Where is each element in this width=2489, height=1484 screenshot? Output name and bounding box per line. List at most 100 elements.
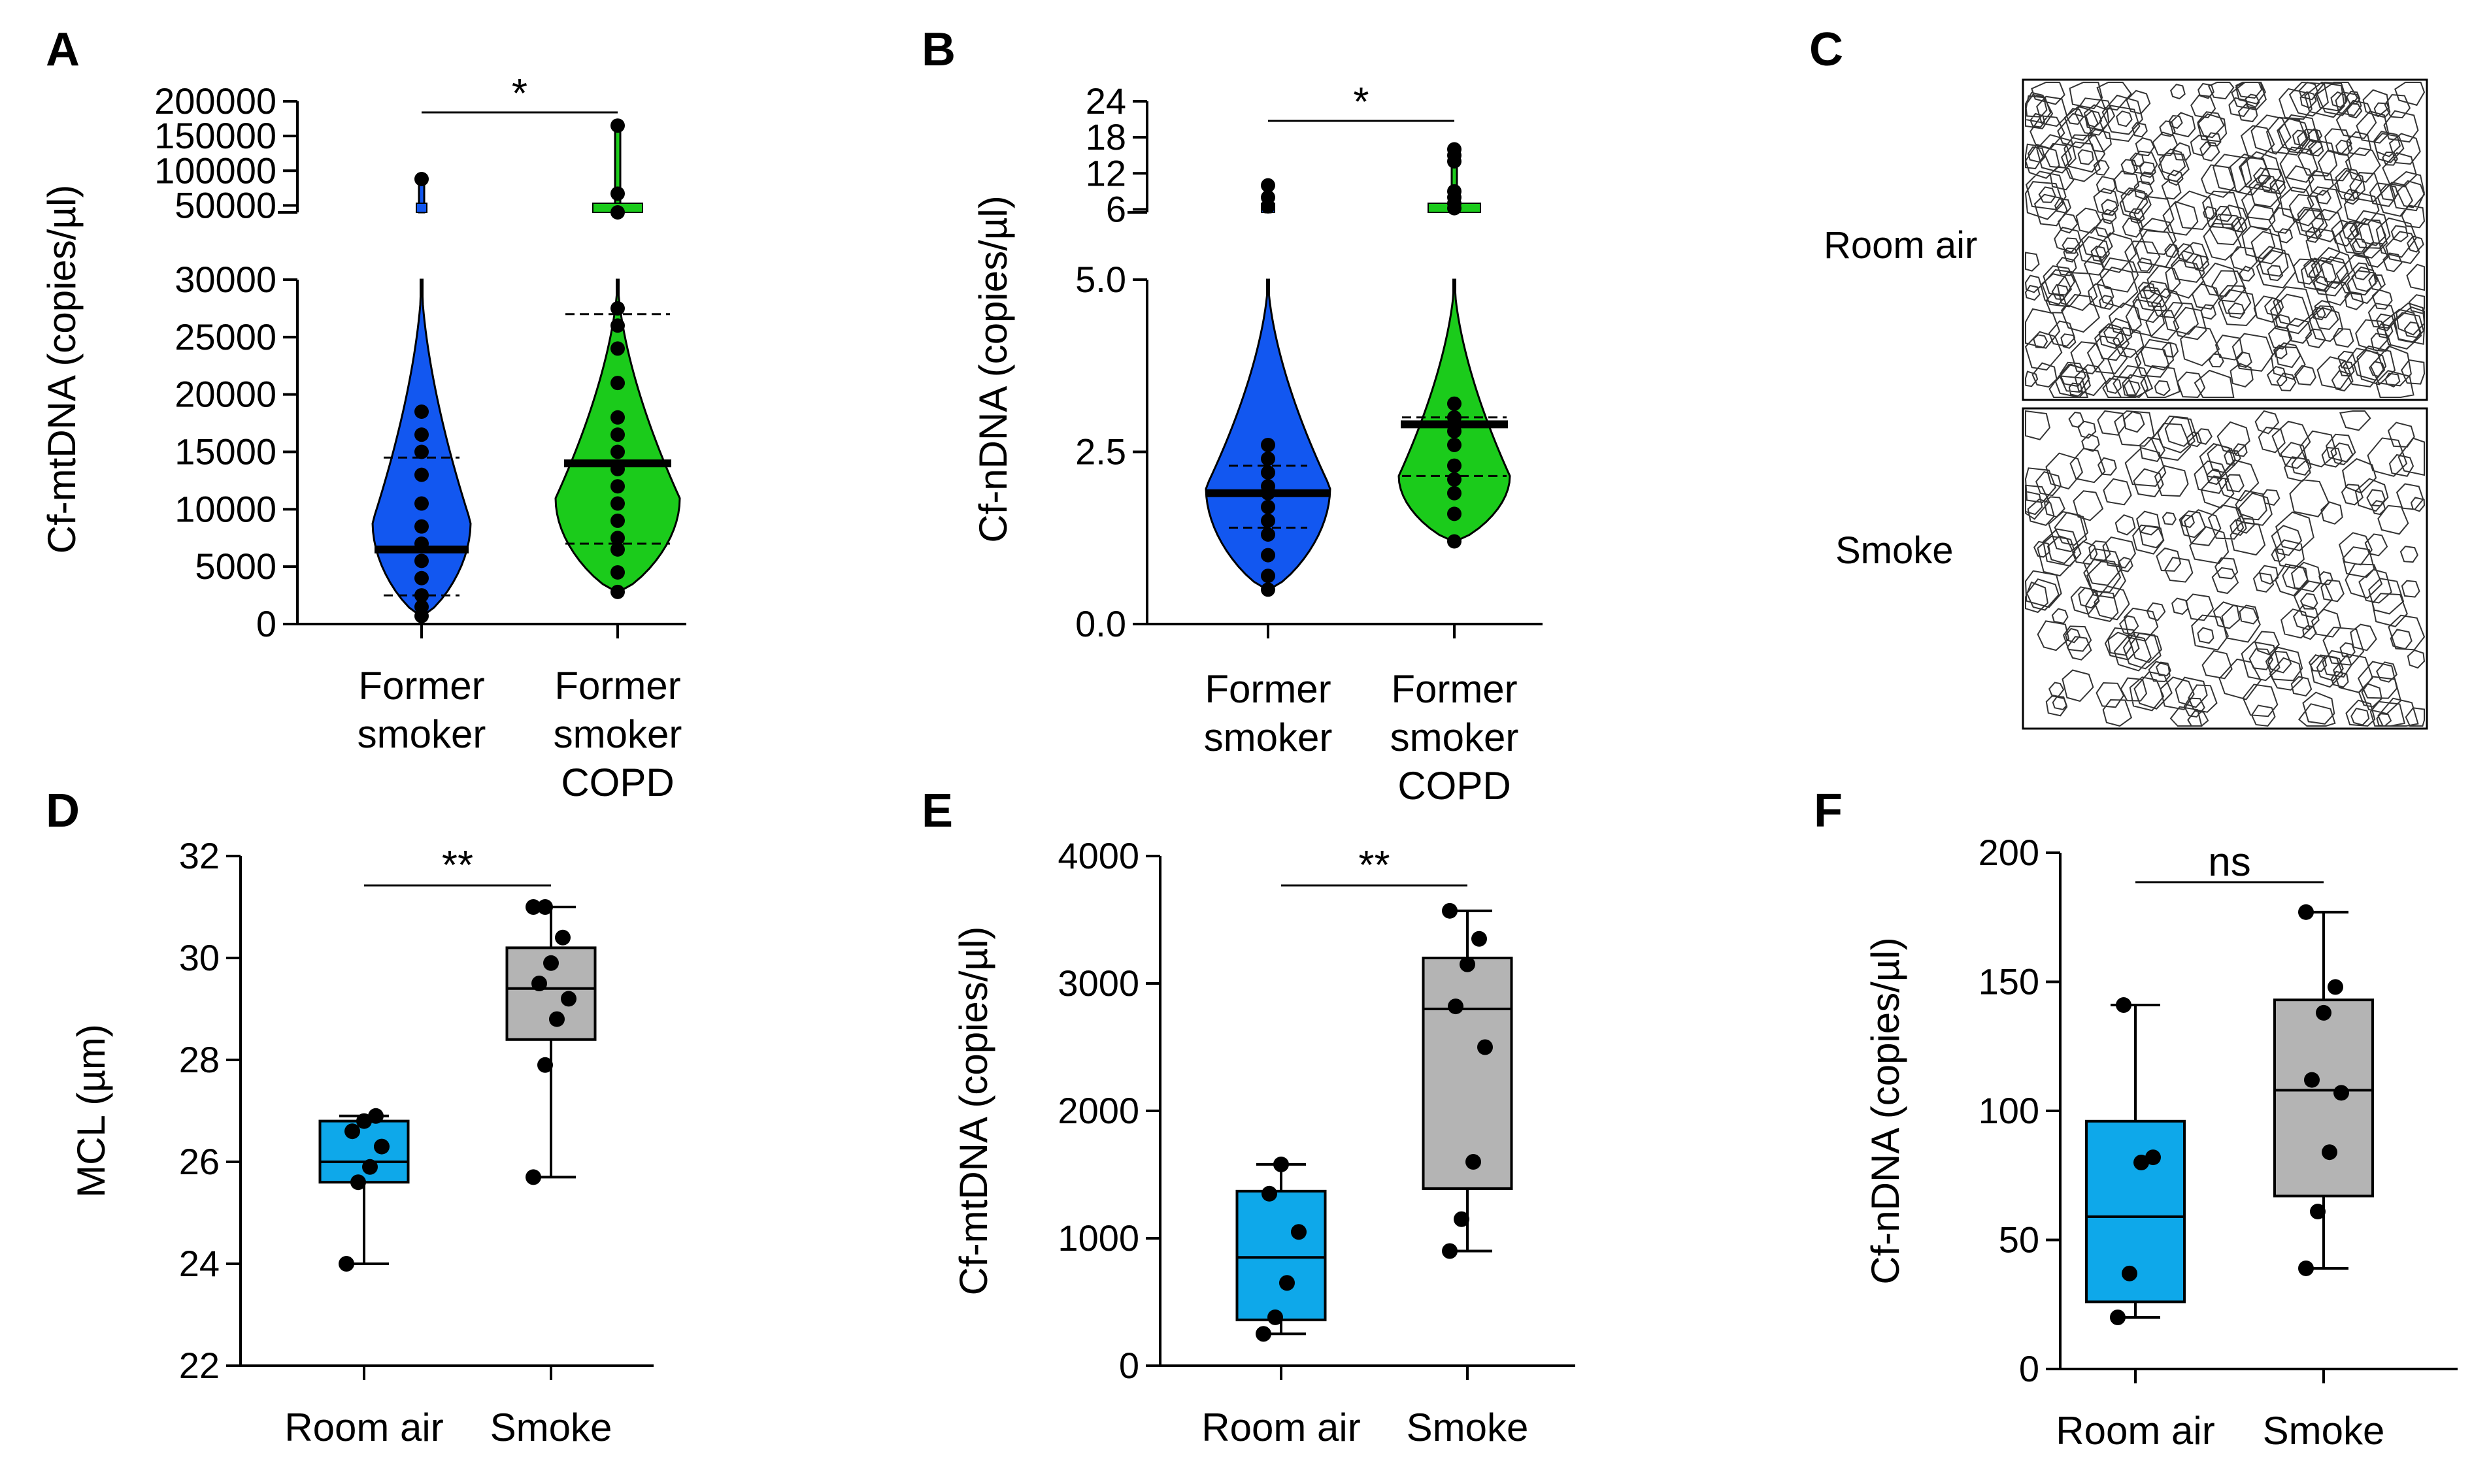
x-category-label-line-2: COPD (561, 761, 674, 804)
panel-f-box-chart: 0 50 100 150 200 Cf-nDNA (copies/µl) Room air S… (1863, 832, 2458, 1453)
y-tick-label: 200 (1979, 832, 2039, 873)
data-point (1279, 1275, 1295, 1291)
y-tick-label: 24 (179, 1243, 220, 1284)
x-category-label-line-1: smoker (1390, 716, 1519, 759)
y-tick-label: 28 (179, 1039, 220, 1080)
x-category-label-line-2: COPD (1397, 764, 1511, 808)
data-point (526, 1169, 541, 1185)
data-point (1267, 1309, 1283, 1325)
data-point (610, 427, 625, 442)
y-tick-label: 26 (179, 1141, 220, 1182)
data-point (2328, 979, 2343, 995)
x-category-label: Former smoker COPD (554, 664, 682, 804)
data-point (2310, 1204, 2326, 1220)
panel-e-box-chart: 0 1000 2000 3000 4000 Cf-mtDNA (copies/µl) Roo… (952, 835, 1575, 1449)
data-point (1261, 190, 1275, 205)
data-point (1261, 452, 1275, 467)
data-point (1256, 1326, 1271, 1342)
data-point (414, 467, 429, 482)
y-axis-title: Cf-nDNA (copies/µl) (971, 195, 1015, 542)
data-point (1442, 902, 1458, 919)
data-point (414, 588, 429, 603)
data-point (610, 513, 625, 528)
y-tick-label: 24 (1086, 80, 1126, 122)
y-axis-title: Cf-mtDNA (copies/µl) (952, 927, 995, 1296)
data-point (610, 318, 625, 333)
y-tick-label: 50 (1999, 1219, 2039, 1261)
data-point (610, 496, 625, 511)
y-tick-label: 150000 (154, 115, 276, 156)
data-point (414, 427, 429, 442)
significance-label: ** (1358, 843, 1390, 888)
data-point (1261, 479, 1275, 494)
data-point (2145, 1149, 2161, 1166)
data-point (1442, 1243, 1458, 1259)
data-point (543, 955, 559, 971)
data-point (1447, 142, 1462, 157)
data-point (374, 1138, 390, 1155)
data-point (610, 301, 625, 316)
x-category-label: Smoke (1407, 1406, 1529, 1449)
significance-label: ** (442, 843, 473, 888)
data-point (1447, 437, 1462, 452)
y-tick-label: 0 (1119, 1345, 1139, 1386)
y-tick-label: 200000 (154, 80, 276, 122)
y-tick-label: 15000 (175, 431, 276, 472)
data-point (610, 186, 625, 201)
panel-letter-e: E (922, 785, 953, 837)
data-point (610, 205, 625, 220)
panel-a-violin-chart: 0 5000 10000 15000 20000 25000 30000 5000010000… (40, 71, 686, 804)
panel-letter-f: F (1814, 785, 1843, 837)
y-tick-label: 0 (2019, 1348, 2039, 1389)
data-point (2298, 904, 2314, 920)
x-category-label: Smoke (490, 1406, 612, 1449)
data-point (362, 1159, 378, 1175)
data-point (526, 899, 541, 915)
y-tick-label: 1000 (1058, 1217, 1139, 1259)
x-category-label: Former smoker COPD (1390, 667, 1519, 808)
data-point (1447, 534, 1462, 549)
data-point (1261, 465, 1275, 480)
data-point (1465, 1154, 1481, 1170)
y-axis-title: Cf-mtDNA (copies/µl) (40, 185, 84, 554)
y-tick-label: 25000 (175, 316, 276, 357)
panel-letter-c: C (1809, 24, 1843, 76)
box (318, 1119, 410, 1184)
data-point (350, 1174, 366, 1191)
alveolar-walls (2024, 410, 2426, 727)
alveolar-walls (2024, 81, 2426, 399)
y-axis-title: Cf-nDNA (copies/µl) (1863, 937, 1907, 1284)
y-axis-title: MCL (µm) (69, 1024, 113, 1198)
data-point (610, 461, 625, 476)
panel-c-histology: Room air Smoke (1824, 78, 2428, 730)
data-point (414, 496, 429, 511)
data-point (344, 1123, 360, 1140)
data-point (610, 584, 625, 599)
smoke-image-label: Smoke (1835, 529, 1954, 572)
violin-body (1205, 278, 1331, 591)
y-tick-label: 2000 (1058, 1090, 1139, 1131)
data-point (2322, 1144, 2337, 1161)
data-point (368, 1108, 384, 1124)
y-tick-label: 100000 (154, 150, 276, 191)
data-point (414, 444, 429, 459)
y-tick-label: 4000 (1058, 835, 1139, 876)
data-point (1273, 1156, 1289, 1172)
data-point (610, 531, 625, 546)
data-point (2116, 997, 2131, 1014)
x-category-label-line-1: smoker (1204, 716, 1333, 759)
data-point (610, 479, 625, 494)
y-tick-label: 30000 (175, 259, 276, 300)
y-tick-label: 20000 (175, 374, 276, 415)
data-point (1447, 184, 1462, 199)
y-tick-label: 50000 (175, 184, 276, 225)
x-category-label-line-0: Former (1205, 667, 1331, 711)
y-tick-label: 100 (1979, 1090, 2039, 1131)
data-point (1471, 931, 1487, 947)
data-point (414, 599, 429, 614)
y-tick-label: 5.0 (1075, 259, 1126, 300)
smoke-tissue-texture (2024, 410, 2426, 727)
data-point (1261, 513, 1275, 528)
